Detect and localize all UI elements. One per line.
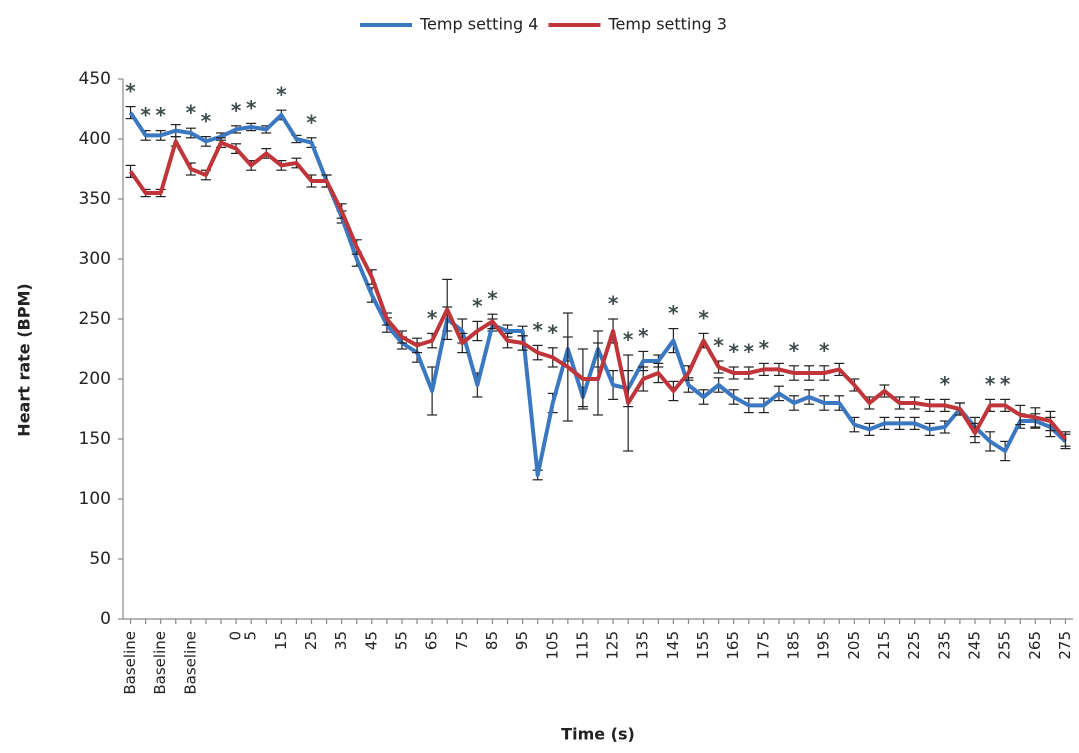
significance-marker: * <box>548 320 559 344</box>
legend-label: Temp setting 3 <box>607 15 726 34</box>
x-tick-label: 115 <box>573 631 591 660</box>
significance-marker: * <box>276 83 287 107</box>
legend: Temp setting 4 Temp setting 3 <box>360 15 727 34</box>
x-tick-label: 245 <box>965 631 983 660</box>
y-tick-label: 100 <box>79 489 111 509</box>
significance-marker: * <box>789 338 800 362</box>
y-axis-title: Heart rate (BPM) <box>15 283 34 436</box>
series-line <box>128 111 1067 477</box>
x-tick-label: 135 <box>634 631 652 660</box>
x-tick-label: 225 <box>905 631 923 660</box>
x-tick-label: 155 <box>694 631 712 660</box>
x-tick-label: 125 <box>604 631 622 660</box>
x-tick-label: 215 <box>875 631 893 660</box>
x-tick-label: 85 <box>483 631 501 650</box>
significance-marker: * <box>728 340 739 364</box>
significance-marker: * <box>638 324 649 348</box>
x-axis-title: Time (s) <box>561 725 635 744</box>
significance-marker: * <box>532 318 543 342</box>
x-tick-label: Baseline <box>151 631 169 695</box>
y-tick-label: 200 <box>79 369 111 389</box>
y-tick-label: 400 <box>79 129 111 149</box>
x-tick-label: 185 <box>785 631 803 660</box>
x-tick-label: 265 <box>1026 631 1044 660</box>
significance-marker: * <box>155 103 166 127</box>
x-tick-label: 145 <box>664 631 682 660</box>
x-tick-label: 255 <box>996 631 1014 660</box>
significance-marker: * <box>186 101 197 125</box>
x-tick-label: 45 <box>362 631 380 650</box>
significance-marker: * <box>623 328 634 352</box>
x-tick-label: 75 <box>453 631 471 650</box>
significance-marker: * <box>698 306 709 330</box>
y-tick-label: 0 <box>100 609 111 629</box>
significance-marker: * <box>487 287 498 311</box>
x-tick-label: 15 <box>272 631 290 650</box>
significance-marker: * <box>713 334 724 358</box>
significance-marker: * <box>668 301 679 325</box>
x-tick-label: 235 <box>935 631 953 660</box>
x-tick-label: 25 <box>302 631 320 650</box>
x-tick-label: 5 <box>242 631 260 641</box>
x-tick-label: Baseline <box>121 631 139 695</box>
y-tick-label: 150 <box>79 429 111 449</box>
x-tick-label: Baseline <box>181 631 199 695</box>
x-tick-label: 275 <box>1056 631 1074 660</box>
significance-marker: * <box>125 79 136 103</box>
y-tick-label: 350 <box>79 189 111 209</box>
legend-label: Temp setting 4 <box>419 15 538 34</box>
x-tick-label: 55 <box>392 631 410 650</box>
x-tick-label: 195 <box>815 631 833 660</box>
x-tick-label: 0 <box>227 631 245 641</box>
significance-marker: * <box>940 372 951 396</box>
significance-marker: * <box>201 109 212 133</box>
significance-marker: * <box>306 110 317 134</box>
significance-marker: * <box>819 338 830 362</box>
y-tick-label: 300 <box>79 249 111 269</box>
significance-marker: * <box>608 292 619 316</box>
x-tick-label: 65 <box>423 631 441 650</box>
y-tick-label: 50 <box>89 549 111 569</box>
significance-marker: * <box>427 306 438 330</box>
significance-marker: * <box>246 96 257 120</box>
significance-marker: * <box>472 294 483 318</box>
significance-marker: * <box>985 372 996 396</box>
series-line <box>128 139 1067 441</box>
x-tick-label: 95 <box>513 631 531 650</box>
y-tick-label: 250 <box>79 309 111 329</box>
significance-marker: * <box>1000 372 1011 396</box>
x-tick-label: 165 <box>724 631 742 660</box>
significance-marker: * <box>231 98 242 122</box>
significance-marker: * <box>759 336 770 360</box>
x-tick-label: 105 <box>543 631 561 660</box>
x-tick-label: 175 <box>754 631 772 660</box>
y-tick-label: 450 <box>79 69 111 89</box>
x-tick-label: 35 <box>332 631 350 650</box>
x-tick-label: 205 <box>845 631 863 660</box>
significance-marker: * <box>744 340 755 364</box>
significance-marker: * <box>140 103 151 127</box>
